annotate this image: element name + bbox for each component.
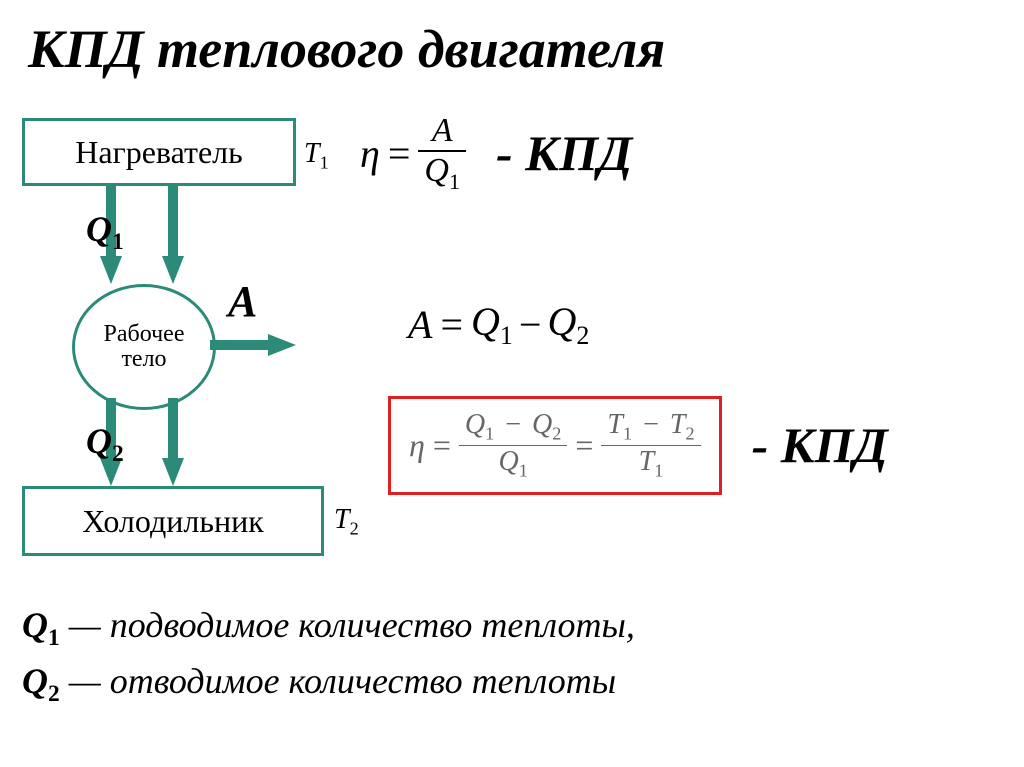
page-title: КПД теплового двигателя	[28, 18, 665, 80]
arrow-work	[210, 334, 296, 356]
kpd-label-2: - КПД	[752, 416, 888, 474]
eq-efficiency-2: η = Q1 − Q2 Q1 = T1 − T2	[388, 396, 888, 495]
heater-label: Нагреватель	[75, 134, 242, 171]
legend-q1: Q1 — подводимое количество теплоты,	[22, 604, 635, 652]
t2-label: T2	[334, 504, 359, 540]
page: КПД теплового двигателя Нагреватель T1 Q…	[0, 0, 1024, 767]
eq-efficiency-1: η = A Q1 - КПД	[360, 112, 632, 195]
q2-label: Q2	[86, 420, 124, 468]
working-body-l1: Рабочее	[104, 322, 185, 347]
a-label: A	[228, 276, 257, 327]
q1-label: Q1	[86, 208, 124, 256]
arrow-cooler-right	[162, 398, 184, 486]
highlight-box: η = Q1 − Q2 Q1 = T1 − T2	[388, 396, 722, 495]
cooler-box: Холодильник	[22, 486, 324, 556]
heater-box: Нагреватель	[22, 118, 296, 186]
cooler-label: Холодильник	[82, 503, 263, 540]
legend-q2: Q2 — отводимое количество теплоты	[22, 660, 616, 708]
working-body: Рабочее тело	[72, 284, 216, 410]
t1-label: T1	[304, 138, 329, 174]
eq-work: A = Q1 − Q2	[408, 298, 589, 351]
working-body-l2: тело	[121, 347, 166, 372]
arrow-heater-right	[162, 184, 184, 284]
kpd-label-1: - КПД	[496, 124, 632, 182]
